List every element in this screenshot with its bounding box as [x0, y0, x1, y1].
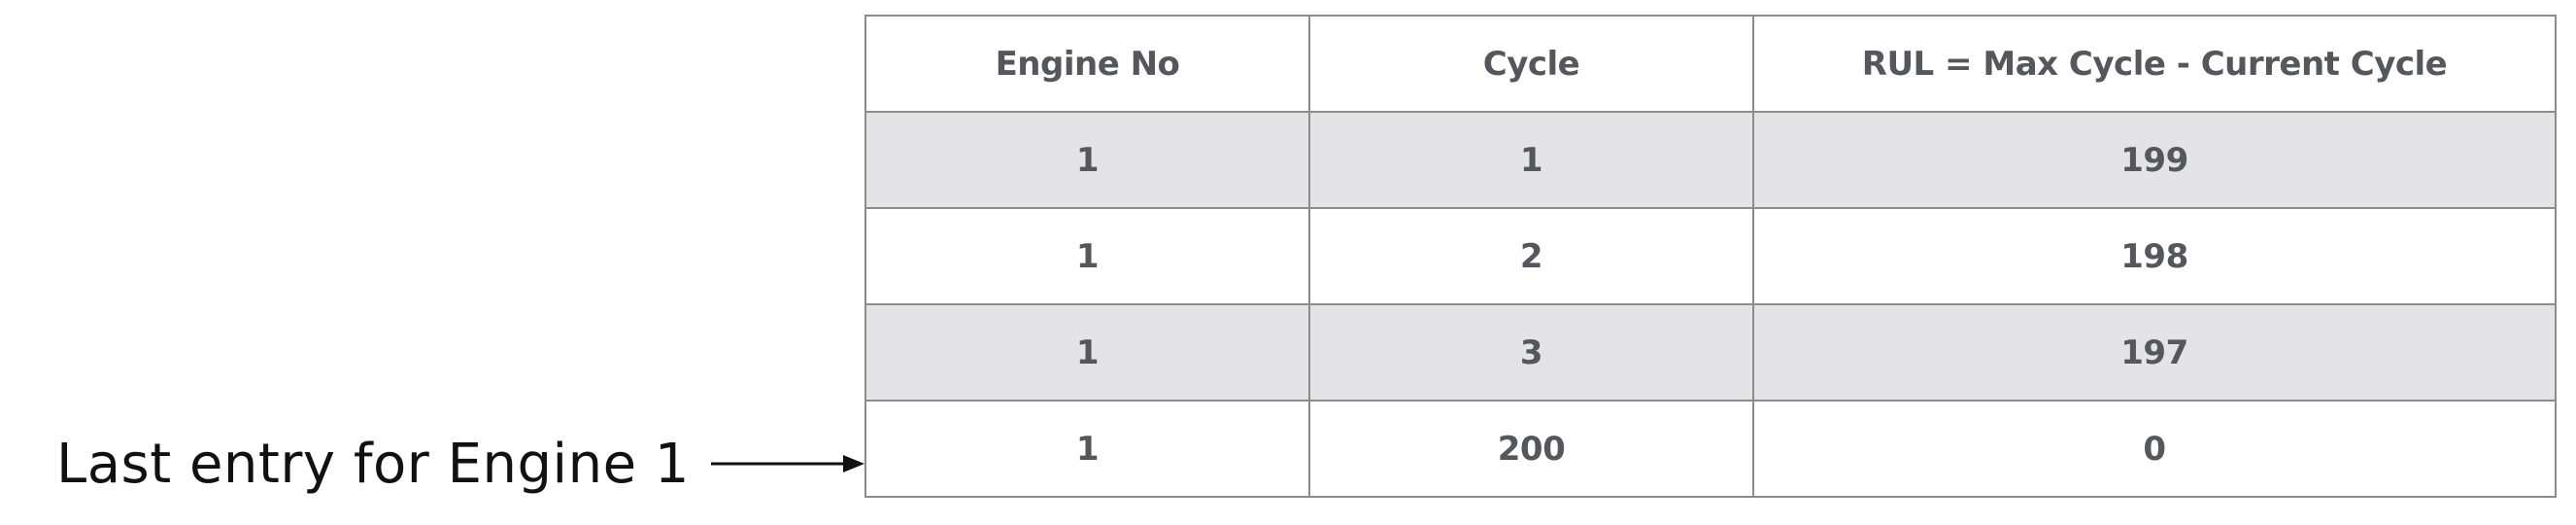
- cell-cycle: 3: [1308, 303, 1754, 402]
- cell-cycle: 200: [1308, 400, 1754, 498]
- cell-cycle: 2: [1308, 207, 1754, 305]
- table-body: 1 1 199 1 2 198 1 3 197 1 200 0: [864, 111, 2557, 498]
- last-entry-annotation: Last entry for Engine 1: [56, 430, 864, 498]
- table-row: 1 2 198: [864, 207, 2557, 305]
- cell-rul: 198: [1752, 207, 2557, 305]
- table-row-last-entry: 1 200 0: [864, 400, 2557, 498]
- header-row: Engine No Cycle RUL = Max Cycle - Curren…: [864, 15, 2557, 113]
- header-engine-no: Engine No: [864, 15, 1310, 113]
- cell-rul: 197: [1752, 303, 2557, 402]
- table-row: 1 1 199: [864, 111, 2557, 209]
- cell-engine-no: 1: [864, 400, 1310, 498]
- cell-engine-no: 1: [864, 111, 1310, 209]
- cell-cycle: 1: [1308, 111, 1754, 209]
- table-row: 1 3 197: [864, 303, 2557, 402]
- cell-engine-no: 1: [864, 207, 1310, 305]
- cell-rul: 0: [1752, 400, 2557, 498]
- header-rul: RUL = Max Cycle - Current Cycle: [1752, 15, 2557, 113]
- right-arrow-icon: [710, 455, 864, 472]
- table-header: Engine No Cycle RUL = Max Cycle - Curren…: [864, 15, 2557, 113]
- cell-engine-no: 1: [864, 303, 1310, 402]
- annotation-label: Last entry for Engine 1: [56, 432, 690, 496]
- header-cycle: Cycle: [1308, 15, 1754, 113]
- cell-rul: 199: [1752, 111, 2557, 209]
- rul-table: Engine No Cycle RUL = Max Cycle - Curren…: [864, 15, 2557, 498]
